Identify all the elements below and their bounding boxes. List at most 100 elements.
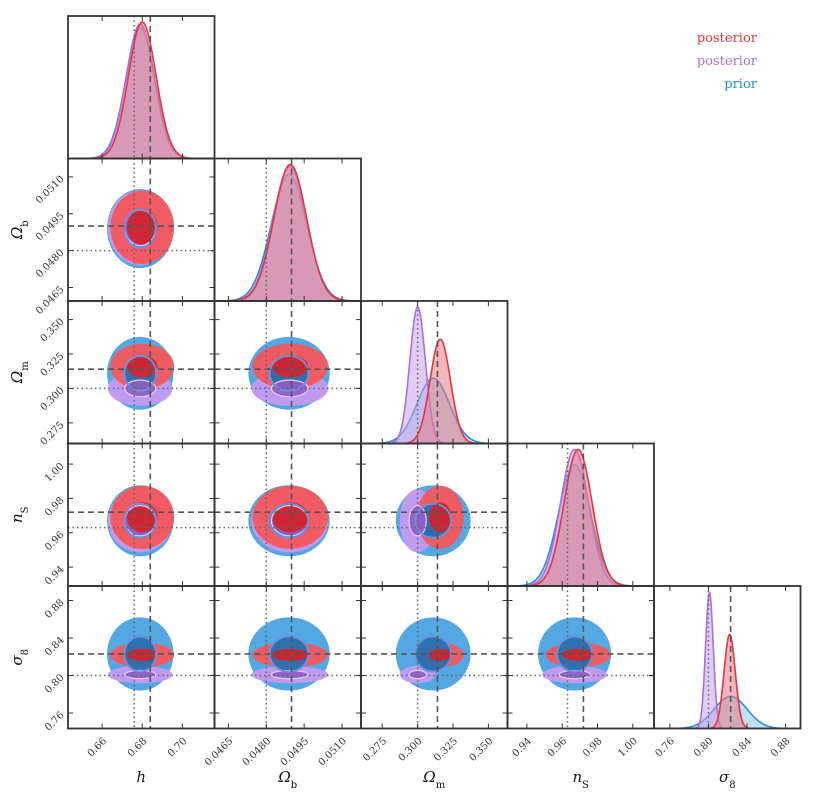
x-tick-label-ns: 1.00 — [616, 736, 640, 760]
y-axis-label-s8: σ8 — [8, 649, 31, 666]
prior-ring — [268, 502, 310, 539]
axis-label-symbol: Ω — [277, 768, 290, 786]
legend: posterior posterior prior — [697, 31, 758, 92]
y-tick-label-om: 0.350 — [39, 316, 67, 344]
x-tick-label-ob: 0.0465 — [203, 736, 236, 769]
posterior-red-contour-inner — [127, 648, 158, 661]
posterior-purple-ring — [270, 379, 309, 398]
panel-om-vs-h — [68, 301, 215, 444]
posterior-purple-ring — [408, 505, 427, 537]
legend-entry-1: posterior — [697, 54, 758, 69]
x-tick-label-s8: 0.84 — [731, 736, 755, 760]
y-axis-label-ob: Ωb — [8, 220, 31, 240]
posterior-red-contour-inner — [272, 355, 309, 378]
x-tick-label-h: 0.66 — [86, 736, 110, 760]
posterior-red-contour-inner — [272, 648, 309, 661]
posterior-purple-contour-inner — [271, 670, 309, 679]
posterior-purple-contour-inner — [124, 670, 156, 679]
x-tick-label-s8: 0.76 — [653, 736, 677, 760]
axis-label-subscript: b — [291, 780, 297, 791]
y-tick-label-ob: 0.0480 — [34, 247, 67, 280]
panel-om-vs-ob — [214, 301, 361, 444]
marginal-red-curve — [507, 448, 654, 586]
axis-label-subscript: S — [582, 780, 589, 791]
x-axis-label-h: h — [136, 768, 146, 786]
y-tick-label-s8: 0.84 — [43, 635, 67, 659]
x-tick-label-om: 0.325 — [432, 736, 460, 764]
panel-ns-vs-h — [68, 443, 215, 586]
axis-label-subscript: b — [20, 220, 31, 226]
axis-label-subscript: 8 — [20, 649, 31, 655]
x-tick-label-ns: 0.96 — [546, 736, 570, 760]
x-tick-label-om: 0.350 — [467, 736, 495, 764]
x-tick-label-ob: 0.0495 — [279, 736, 312, 769]
y-tick-label-s8: 0.80 — [43, 672, 67, 696]
y-tick-label-s8: 0.88 — [43, 597, 67, 621]
x-tick-label-h: 0.68 — [126, 736, 150, 760]
axis-label-symbol: Ω — [8, 371, 26, 384]
x-tick-label-ob: 0.0480 — [241, 736, 274, 769]
prior-ring — [414, 502, 453, 539]
x-axis-label-s8: σ8 — [719, 768, 736, 791]
marginal-red-curve — [361, 338, 508, 444]
axis-label-symbol: σ — [719, 768, 730, 786]
panel-s8-vs-ns — [507, 586, 654, 729]
x-tick-label-ns: 0.98 — [581, 736, 605, 760]
y-tick-label-om: 0.325 — [39, 351, 67, 379]
y-tick-label-om: 0.300 — [39, 385, 67, 413]
x-axis-label-ns: nS — [572, 768, 589, 791]
posterior-purple-ring — [408, 669, 427, 680]
y-tick-label-ns: 1.00 — [43, 461, 67, 485]
marginal-red-curve — [654, 633, 801, 729]
panel-s8-vs-om — [361, 586, 508, 729]
y-axis-label-ns: nS — [8, 506, 31, 523]
x-tick-label-h: 0.70 — [166, 736, 190, 760]
prior-ring — [268, 354, 310, 392]
panel-ns-vs-ob — [214, 443, 361, 586]
axis-label-symbol: h — [136, 768, 146, 786]
axis-label-subscript: 8 — [729, 780, 735, 791]
y-tick-label-ob: 0.0495 — [34, 211, 67, 244]
axis-label-subscript: S — [20, 506, 31, 513]
marginal-s8 — [654, 586, 801, 729]
panel-ns-vs-om — [361, 443, 508, 586]
posterior-red-contour-inner — [272, 502, 309, 533]
axis-label-symbol: Ω — [8, 227, 26, 240]
marginal-ob — [214, 158, 361, 301]
prior-ring — [123, 354, 158, 392]
prior-ring — [123, 502, 158, 539]
x-axis-label-om: Ωm — [422, 768, 445, 791]
x-tick-label-s8: 0.88 — [769, 736, 793, 760]
posterior-purple-contour-inner — [409, 670, 427, 679]
axis-label-symbol: n — [8, 513, 26, 523]
y-tick-label-ob: 0.0465 — [34, 284, 67, 317]
panel-s8-vs-ob — [214, 586, 361, 729]
axis-label-symbol: σ — [8, 655, 26, 666]
y-tick-label-ob: 0.0510 — [34, 174, 67, 207]
axis-label-symbol: Ω — [422, 768, 435, 786]
x-tick-label-ns: 0.94 — [510, 736, 534, 760]
x-tick-label-om: 0.275 — [361, 736, 389, 764]
prior-ring — [123, 208, 158, 249]
panel-frame-4-4 — [653, 585, 802, 730]
axis-label-symbol: n — [572, 768, 582, 786]
axis-label-subscript: m — [20, 361, 31, 371]
marginal-red-curve — [214, 163, 361, 301]
posterior-purple-ring — [124, 379, 157, 398]
y-tick-label-s8: 0.76 — [43, 710, 67, 734]
x-tick-label-s8: 0.80 — [692, 736, 716, 760]
legend-entry-2: prior — [724, 77, 758, 92]
prior-ring — [123, 635, 158, 673]
posterior-red-contour-inner — [429, 648, 452, 661]
x-axis-label-ob: Ωb — [277, 768, 297, 791]
marginal-ns — [507, 443, 654, 586]
posterior-red-contour-inner — [562, 648, 594, 661]
panel-s8-vs-h — [68, 586, 215, 729]
x-tick-label-om: 0.300 — [397, 736, 425, 764]
posterior-purple-ring — [124, 669, 157, 680]
marginal-om — [361, 301, 508, 444]
y-tick-label-ns: 0.94 — [43, 564, 67, 588]
panel-ob-vs-h — [68, 158, 215, 301]
posterior-purple-contour-inner — [271, 380, 309, 397]
